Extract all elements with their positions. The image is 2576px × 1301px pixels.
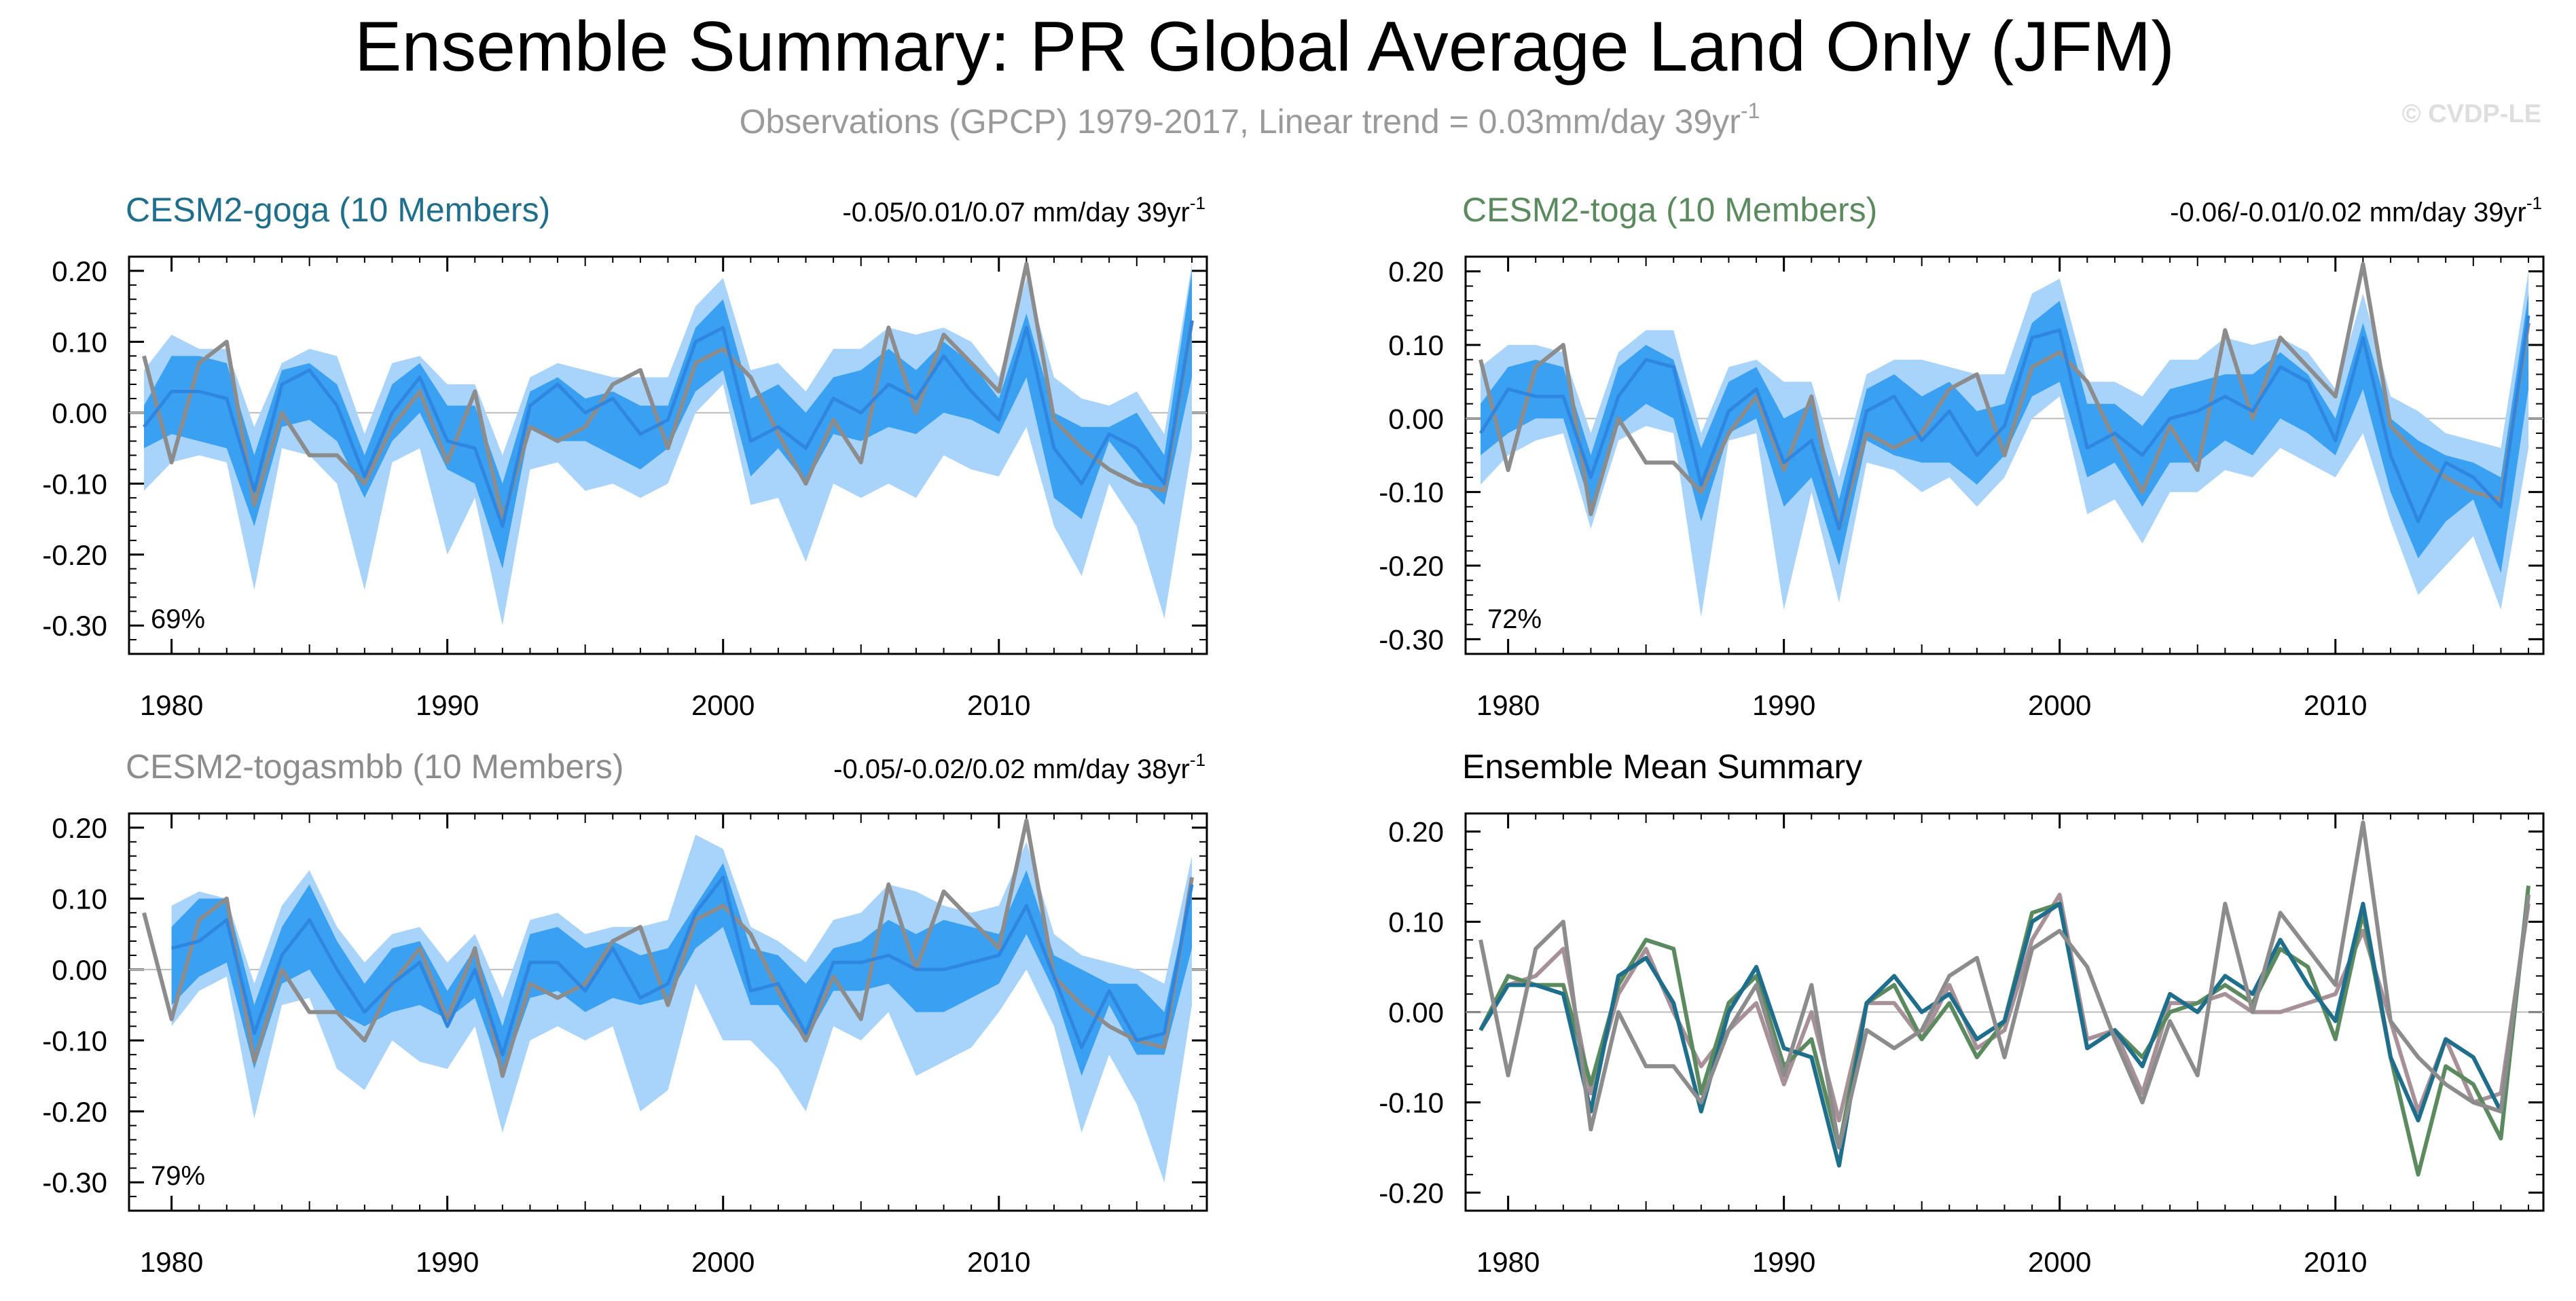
y-tick-label: 0.10 — [1388, 906, 1444, 938]
y-tick-label: -0.20 — [42, 1096, 107, 1128]
x-tick-label: 2010 — [2304, 1246, 2367, 1278]
percent-label: 69% — [151, 604, 205, 634]
ensemble-mean-line — [1479, 315, 2530, 531]
figure-subtitle-sup: -1 — [1741, 98, 1760, 123]
panel-title: CESM2-togasmbb (10 Members) — [126, 748, 624, 786]
panel-title: Ensemble Mean Summary — [1462, 748, 1862, 786]
y-tick-label: 0.10 — [52, 883, 107, 915]
trend-label-sup: -1 — [1190, 193, 1205, 213]
y-tick-label: 0.00 — [52, 397, 107, 429]
figure-subtitle: Observations (GPCP) 1979-2017, Linear tr… — [740, 98, 1760, 141]
x-tick-label: 1980 — [140, 1246, 203, 1278]
y-tick-label: -0.10 — [42, 1025, 107, 1057]
x-tick-label: 1990 — [1752, 1246, 1815, 1278]
y-tick-label: -0.20 — [1379, 1177, 1444, 1209]
copyright-label: © CVDP-LE — [2402, 100, 2541, 128]
trend-label: -0.05/-0.02/0.02 mm/day 38yr-1 — [833, 750, 1205, 784]
percent-label: 72% — [1487, 604, 1542, 634]
ensemble-mean-line — [170, 875, 1194, 1057]
observations-line — [1479, 820, 2530, 1150]
ensemble-percentile-band — [1481, 293, 2528, 573]
trend-label: -0.06/-0.01/0.02 mm/day 39yr-1 — [2170, 193, 2542, 227]
panel-ensemble_mean: Ensemble Mean Summary 0.20 0.10 0.00 -0.10 -0… — [1379, 748, 2545, 1278]
y-tick-label: 0.00 — [52, 954, 107, 986]
x-tick-label: 2000 — [691, 689, 755, 721]
panel-title: CESM2-goga (10 Members) — [126, 191, 550, 229]
y-tick-label: -0.10 — [1379, 1086, 1444, 1118]
panel-title: CESM2-toga (10 Members) — [1462, 191, 1877, 229]
observations-line — [142, 261, 1194, 521]
y-tick-label: -0.30 — [42, 1167, 107, 1198]
observations-line — [1479, 261, 2530, 531]
x-tick-label: 1980 — [1476, 1246, 1540, 1278]
y-tick-label: -0.30 — [1379, 623, 1444, 655]
x-tick-label: 1980 — [140, 689, 203, 721]
y-tick-label: 0.20 — [52, 255, 107, 287]
figure-title: Ensemble Summary: PR Global Average Land… — [355, 7, 2175, 86]
x-tick-label: 1990 — [1752, 689, 1815, 721]
y-tick-label: -0.10 — [42, 468, 107, 500]
trend-label: -0.05/0.01/0.07 mm/day 39yr-1 — [842, 193, 1205, 227]
ensemble-range-band — [171, 835, 1193, 1183]
x-tick-label: 2000 — [691, 1246, 755, 1278]
panels: CESM2-goga (10 Members) -0.05/0.01/0.07 m… — [42, 191, 2545, 1278]
figure-subtitle-text: Observations (GPCP) 1979-2017, Linear tr… — [740, 103, 1741, 141]
trend-label-text: -0.05/-0.02/0.02 mm/day 38yr — [833, 754, 1190, 784]
y-tick-label: -0.20 — [1379, 550, 1444, 582]
y-tick-label: 0.20 — [52, 812, 107, 844]
y-tick-label: 0.10 — [52, 326, 107, 358]
x-tick-label: 2010 — [967, 1246, 1030, 1278]
y-tick-label: -0.10 — [1379, 477, 1444, 509]
trend-label-sup: -1 — [1190, 750, 1205, 770]
x-tick-label: 2000 — [2028, 689, 2091, 721]
y-tick-label: 0.20 — [1388, 816, 1444, 848]
percent-label: 79% — [151, 1161, 205, 1191]
x-tick-label: 1990 — [416, 1246, 479, 1278]
x-tick-label: 2010 — [967, 689, 1030, 721]
y-tick-label: 0.00 — [1388, 997, 1444, 1029]
trend-label-text: -0.05/0.01/0.07 mm/day 39yr — [842, 198, 1189, 227]
y-tick-label: -0.30 — [42, 610, 107, 642]
panel-toga: CESM2-toga (10 Members) -0.06/-0.01/0.02 … — [1379, 191, 2545, 721]
y-tick-label: 0.10 — [1388, 329, 1444, 361]
x-tick-label: 1990 — [416, 689, 479, 721]
y-tick-label: 0.00 — [1388, 403, 1444, 435]
observations-line — [142, 818, 1194, 1078]
x-tick-label: 1980 — [1476, 689, 1540, 721]
ensemble-percentile-band — [171, 863, 1193, 1076]
x-tick-label: 2000 — [2028, 1246, 2091, 1278]
trend-label-sup: -1 — [2526, 193, 2542, 213]
y-tick-label: 0.20 — [1388, 256, 1444, 288]
panel-togasmbb: CESM2-togasmbb (10 Members) -0.05/-0.02/0… — [42, 748, 1208, 1278]
x-tick-label: 2010 — [2304, 689, 2367, 721]
panel-goga: CESM2-goga (10 Members) -0.05/0.01/0.07 m… — [42, 191, 1208, 721]
trend-label-text: -0.06/-0.01/0.02 mm/day 39yr — [2170, 198, 2526, 227]
ensemble-mean-line — [143, 320, 1194, 528]
goga-mean-line — [1479, 894, 2530, 1168]
y-tick-label: -0.20 — [42, 539, 107, 571]
